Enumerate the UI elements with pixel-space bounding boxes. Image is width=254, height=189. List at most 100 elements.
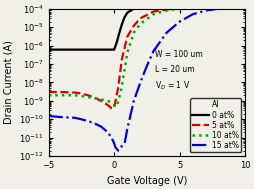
10 at%	[73, 94, 76, 96]
0 at%	[231, 4, 234, 6]
10 at%	[132, 32, 135, 34]
15 at%	[152, 50, 155, 52]
5 at%	[217, 6, 220, 8]
15 at%	[86, 120, 89, 122]
10 at%	[152, 13, 155, 15]
10 at%	[119, 91, 122, 93]
Line: 0 at%: 0 at%	[49, 5, 245, 50]
0 at%	[204, 4, 208, 6]
10 at%	[204, 6, 208, 9]
5 at%	[93, 96, 96, 99]
10 at%	[100, 98, 103, 101]
15 at%	[119, 146, 122, 148]
5 at%	[80, 92, 83, 95]
0 at%	[86, 49, 89, 51]
15 at%	[113, 142, 116, 144]
10 at%	[123, 68, 126, 71]
10 at%	[126, 52, 129, 54]
0 at%	[73, 49, 76, 51]
5 at%	[231, 6, 234, 8]
5 at%	[244, 6, 247, 8]
Line: 10 at%: 10 at%	[49, 7, 245, 106]
10 at%	[80, 95, 83, 97]
15 at%	[80, 118, 83, 120]
10 at%	[231, 6, 234, 8]
0 at%	[191, 4, 194, 6]
5 at%	[126, 36, 129, 38]
10 at%	[60, 94, 63, 96]
5 at%	[106, 104, 109, 106]
10 at%	[115, 105, 118, 108]
X-axis label: Gate Voltage (V): Gate Voltage (V)	[107, 176, 187, 186]
15 at%	[117, 149, 120, 152]
10 at%	[86, 96, 89, 98]
0 at%	[118, 32, 121, 34]
15 at%	[114, 146, 117, 148]
5 at%	[120, 57, 123, 60]
0 at%	[178, 4, 181, 6]
15 at%	[110, 136, 113, 139]
0 at%	[139, 6, 142, 8]
5 at%	[113, 107, 116, 109]
5 at%	[100, 100, 103, 102]
10 at%	[191, 7, 194, 9]
0 at%	[244, 4, 247, 6]
10 at%	[106, 100, 109, 102]
Legend: 0 at%, 5 at%, 10 at%, 15 at%: 0 at%, 5 at%, 10 at%, 15 at%	[190, 98, 242, 152]
10 at%	[93, 97, 96, 99]
15 at%	[204, 9, 208, 12]
15 at%	[47, 115, 50, 117]
0 at%	[110, 49, 113, 51]
15 at%	[123, 142, 126, 144]
5 at%	[204, 6, 208, 9]
15 at%	[191, 13, 194, 15]
5 at%	[47, 91, 50, 93]
10 at%	[165, 9, 168, 12]
0 at%	[123, 16, 126, 18]
15 at%	[93, 122, 96, 125]
15 at%	[60, 116, 63, 118]
0 at%	[152, 5, 155, 7]
5 at%	[191, 7, 194, 9]
5 at%	[86, 94, 89, 96]
5 at%	[132, 25, 135, 27]
15 at%	[178, 20, 181, 23]
5 at%	[60, 91, 63, 93]
15 at%	[73, 117, 76, 119]
0 at%	[115, 41, 118, 43]
0 at%	[60, 49, 63, 51]
15 at%	[100, 125, 103, 128]
15 at%	[145, 65, 148, 67]
0 at%	[126, 12, 129, 14]
10 at%	[47, 94, 50, 96]
0 at%	[113, 49, 116, 51]
0 at%	[100, 49, 103, 51]
5 at%	[110, 107, 113, 109]
15 at%	[231, 7, 234, 9]
Text: L = 20 um: L = 20 um	[155, 65, 194, 74]
Y-axis label: Drain Current (A): Drain Current (A)	[4, 40, 13, 124]
Text: W = 100 um: W = 100 um	[155, 50, 202, 59]
Text: V$_D$ = 1 V: V$_D$ = 1 V	[155, 79, 190, 92]
0 at%	[132, 8, 135, 10]
5 at%	[165, 8, 168, 11]
5 at%	[117, 87, 120, 89]
5 at%	[139, 17, 142, 19]
15 at%	[244, 6, 247, 8]
10 at%	[244, 6, 247, 8]
10 at%	[113, 104, 116, 106]
0 at%	[217, 4, 220, 6]
5 at%	[178, 7, 181, 9]
0 at%	[120, 23, 123, 25]
0 at%	[93, 49, 96, 51]
Line: 5 at%: 5 at%	[49, 7, 245, 108]
10 at%	[139, 23, 142, 25]
15 at%	[132, 100, 135, 102]
Line: 15 at%: 15 at%	[49, 7, 245, 151]
15 at%	[217, 8, 220, 10]
0 at%	[106, 49, 109, 51]
0 at%	[47, 49, 50, 51]
15 at%	[106, 131, 109, 133]
10 at%	[217, 6, 220, 9]
10 at%	[178, 8, 181, 10]
